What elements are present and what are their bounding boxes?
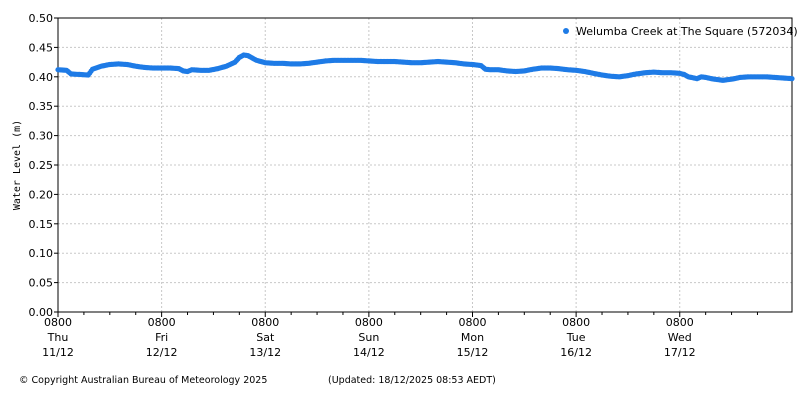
x-tick-date: 13/12: [249, 346, 281, 359]
y-tick-label: 0.20: [29, 188, 54, 201]
x-tick-date: 15/12: [457, 346, 489, 359]
x-tick-time: 0800: [148, 316, 176, 329]
x-tick-date: 14/12: [353, 346, 385, 359]
y-tick-label: 0.45: [29, 41, 54, 54]
legend: Welumba Creek at The Square (572034): [563, 25, 798, 38]
x-tick-time: 0800: [458, 316, 486, 329]
y-tick-label: 0.15: [29, 218, 54, 231]
y-tick-label: 0.35: [29, 100, 54, 113]
x-tick-day: Fri: [155, 331, 168, 344]
series-welumba-creek: [55, 52, 795, 83]
x-tick-time: 0800: [355, 316, 383, 329]
x-tick-date: 16/12: [560, 346, 592, 359]
y-tick-label: 0.30: [29, 130, 54, 143]
updated-timestamp: (Updated: 18/12/2025 08:53 AEDT): [328, 375, 496, 386]
x-axis: 0800 Thu 11/12 0800 Fri 12/12 0800 Sat 13/12 0800…: [42, 312, 758, 359]
legend-label: Welumba Creek at The Square (572034): [576, 25, 798, 38]
x-tick-day: Sat: [256, 331, 275, 344]
x-tick-time: 0800: [562, 316, 590, 329]
x-tick-time: 0800: [44, 316, 72, 329]
copyright-text: © Copyright Australian Bureau of Meteoro…: [19, 375, 268, 386]
y-tick-label: 0.25: [29, 159, 54, 172]
y-axis: 0.00 0.05 0.10 0.15 0.20 0.25 0.30 0.35 0.40 0.45…: [29, 12, 58, 319]
x-tick-day: Wed: [668, 331, 692, 344]
y-tick-label: 0.00: [29, 306, 54, 319]
y-tick-label: 0.50: [29, 12, 54, 25]
x-tick-time: 0800: [251, 316, 279, 329]
x-tick-day: Mon: [461, 331, 484, 344]
y-tick-label: 0.10: [29, 247, 54, 260]
x-tick-day: Tue: [566, 331, 586, 344]
x-tick-date: 17/12: [664, 346, 696, 359]
y-axis-label: Water Level (m): [12, 120, 23, 210]
x-tick-time: 0800: [666, 316, 694, 329]
x-tick-date: 11/12: [42, 346, 74, 359]
x-tick-date: 12/12: [146, 346, 178, 359]
legend-marker: [563, 28, 569, 34]
x-tick-day: Thu: [47, 331, 69, 344]
x-tick-day: Sun: [358, 331, 379, 344]
data-point: [789, 76, 795, 82]
y-tick-label: 0.40: [29, 71, 54, 84]
y-tick-label: 0.05: [29, 277, 54, 290]
